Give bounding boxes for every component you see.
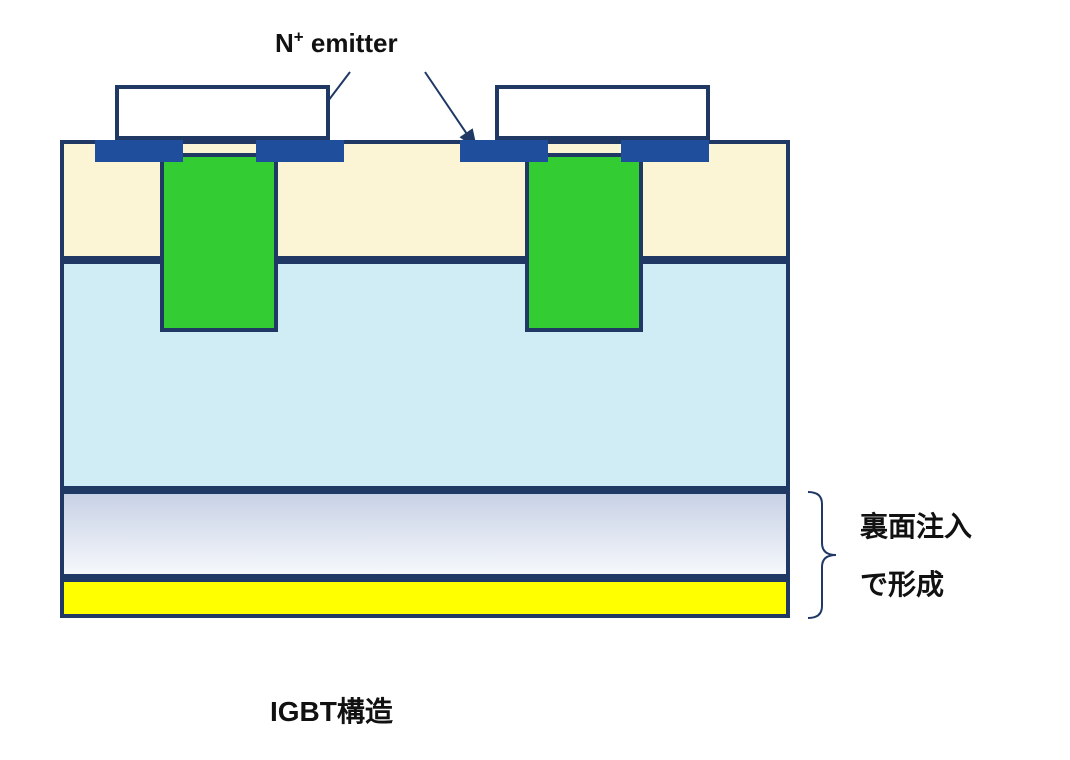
n-emitter-label: N+ emitter bbox=[275, 28, 398, 59]
n-emitter-strip-1 bbox=[95, 140, 183, 162]
annotation-bracket bbox=[808, 492, 836, 618]
n-field-stop-layer bbox=[60, 490, 790, 578]
diagram-stage: N+ emitterGat ePN-drift層N-field stop層P+ … bbox=[0, 0, 1070, 760]
emitter-contact-1 bbox=[115, 85, 330, 140]
caption-label: IGBT構造 bbox=[270, 690, 393, 730]
arrow-2 bbox=[425, 72, 475, 146]
annotation-line1: 裏面注入 bbox=[860, 505, 972, 545]
n-emitter-strip-2 bbox=[256, 140, 344, 162]
gate-1 bbox=[160, 153, 278, 332]
n-emitter-strip-3 bbox=[460, 140, 548, 162]
annotation-line2: で形成 bbox=[860, 563, 944, 603]
gate-2 bbox=[525, 153, 643, 332]
n-emitter-strip-4 bbox=[621, 140, 709, 162]
emitter-contact-2 bbox=[495, 85, 710, 140]
p-collector-layer bbox=[60, 578, 790, 618]
